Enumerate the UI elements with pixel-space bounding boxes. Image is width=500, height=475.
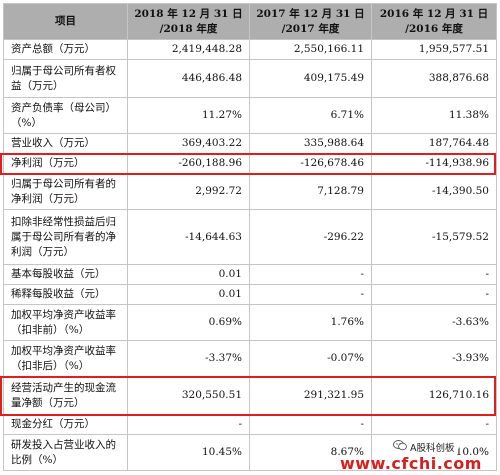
header-2018: 2018 年 12 月 31 日/2018 年度: [127, 3, 250, 40]
row-label: 稀释每股收益（元）: [3, 284, 128, 305]
value-2016: 10.0%: [371, 434, 497, 471]
table-row: 归属于母公司所有者权益（万元） 446,486.48 409,175.49 38…: [3, 59, 497, 98]
table-row: 加权平均净资产收益率（扣非前）（%） 0.69% 1.76% -3.63%: [3, 304, 497, 341]
value-2017: -126,678.46: [249, 153, 372, 174]
row-label: 经营活动产生的现金流量净额（万元）: [3, 376, 128, 415]
row-label: 归属于母公司所有者权益（万元）: [3, 59, 128, 98]
value-2016: -: [371, 284, 497, 305]
value-2018: -3.37%: [127, 340, 250, 377]
value-2018: 320,550.51: [127, 376, 250, 415]
value-2017: -296.22: [249, 209, 372, 265]
value-2016: 126,710.16: [371, 376, 497, 415]
value-2017: 2,550,166.11: [249, 39, 372, 60]
table-row: 营业收入（万元） 369,403.22 335,988.64 187,764.4…: [3, 133, 497, 154]
value-2016: -114,938.96: [371, 153, 497, 174]
row-label: 资产总额（万元）: [3, 39, 128, 60]
watermark-brand-text: A股科创板: [410, 442, 455, 454]
value-2016: -3.93%: [371, 340, 497, 377]
value-2018: -14,644.63: [127, 209, 250, 265]
value-2017: 7,128.79: [249, 173, 372, 210]
value-2017: 6.71%: [249, 97, 372, 134]
value-2018: 0.01: [127, 264, 250, 285]
value-2018: 10.45%: [127, 434, 250, 471]
table-row-operating-cash-flow: 经营活动产生的现金流量净额（万元） 320,550.51 291,321.95 …: [3, 376, 497, 415]
table-row: 资产负债率（母公司）（%） 11.27% 6.71% 11.38%: [3, 97, 497, 134]
value-2017: -: [249, 284, 372, 305]
value-2016: -3.63%: [371, 304, 497, 341]
value-2018: -260,188.96: [127, 153, 250, 174]
row-label: 扣除非经常性损益后归属于母公司所有者的净利润（万元）: [3, 209, 128, 265]
value-2017: -: [249, 264, 372, 285]
value-2016: 388,876.68: [371, 59, 497, 98]
watermark-brand-badge: A股科创板: [391, 439, 459, 454]
financial-data-table: 项目 2018 年 12 月 31 日/2018 年度 2017 年 12 月 …: [3, 3, 497, 471]
row-label: 资产负债率（母公司）（%）: [3, 97, 128, 134]
value-2017: 335,988.64: [249, 133, 372, 154]
value-2016: -: [371, 264, 497, 285]
table-row: 资产总额（万元） 2,419,448.28 2,550,166.11 1,959…: [3, 39, 497, 60]
value-2018: -: [127, 414, 250, 435]
watermark-url: www.cfchi.com: [340, 454, 482, 473]
value-2018: 0.69%: [127, 304, 250, 341]
table-row: 基本每股收益（元） 0.01 - -: [3, 264, 497, 285]
row-label: 现金分红（万元）: [3, 414, 128, 435]
table-row: 稀释每股收益（元） 0.01 - -: [3, 284, 497, 305]
value-2017: 8.67%: [249, 434, 372, 471]
row-label: 营业收入（万元）: [3, 133, 128, 154]
value-2017: 291,321.95: [249, 376, 372, 415]
table-row-net-profit: 净利润（万元） -260,188.96 -126,678.46 -114,938…: [3, 153, 497, 174]
value-2018: 369,403.22: [127, 133, 250, 154]
value-2017: -0.07%: [249, 340, 372, 377]
row-label: 加权平均净资产收益率（扣非后）（%）: [3, 340, 128, 377]
table-row: 扣除非经常性损益后归属于母公司所有者的净利润（万元） -14,644.63 -2…: [3, 209, 497, 265]
row-label: 归属于母公司所有者的净利润（万元）: [3, 173, 128, 210]
table-row: 现金分红（万元） - - -: [3, 414, 497, 435]
value-2016: 1,959,577.51: [371, 39, 497, 60]
table-row: 加权平均净资产收益率（扣非后）（%） -3.37% -0.07% -3.93%: [3, 340, 497, 377]
value-2016: -15,579.52: [371, 209, 497, 265]
value-2017: 409,175.49: [249, 59, 372, 98]
value-2016: -: [371, 414, 497, 435]
value-2017: 1.76%: [249, 304, 372, 341]
value-2016: 187,764.48: [371, 133, 497, 154]
value-2016: -14,390.50: [371, 173, 497, 210]
wechat-bubble-icon: [393, 439, 407, 454]
row-label: 研发投入占营业收入的比例（%）: [3, 434, 128, 471]
value-2018: 2,419,448.28: [127, 39, 250, 60]
value-2017: -: [249, 414, 372, 435]
row-label: 基本每股收益（元）: [3, 264, 128, 285]
header-item: 项目: [3, 3, 128, 40]
header-2017: 2017 年 12 月 31 日/2017 年度: [249, 3, 372, 40]
row-label: 净利润（万元）: [3, 153, 128, 174]
value-2016: 11.38%: [371, 97, 497, 134]
table-row: 研发投入占营业收入的比例（%） 10.45% 8.67% 10.0%: [3, 434, 497, 471]
value-2018: 2,992.72: [127, 173, 250, 210]
row-label: 加权平均净资产收益率（扣非前）（%）: [3, 304, 128, 341]
value-2018: 11.27%: [127, 97, 250, 134]
table-row: 归属于母公司所有者的净利润（万元） 2,992.72 7,128.79 -14,…: [3, 173, 497, 210]
table-header-row: 项目 2018 年 12 月 31 日/2018 年度 2017 年 12 月 …: [3, 3, 497, 40]
value-2018: 0.01: [127, 284, 250, 305]
header-2016: 2016 年 12 月 31 日/2016 年度: [371, 3, 497, 40]
value-2018: 446,486.48: [127, 59, 250, 98]
